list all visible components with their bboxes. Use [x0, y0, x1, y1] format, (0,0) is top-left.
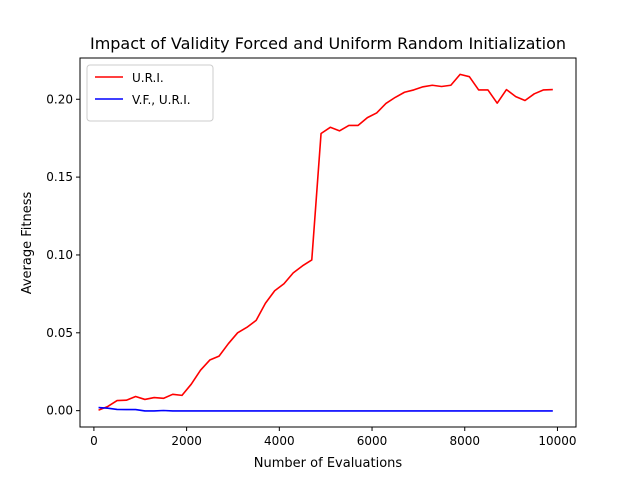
y-tick-label: 0.15: [46, 170, 73, 184]
legend-label: U.R.I.: [132, 71, 164, 85]
y-tick-label: 0.20: [46, 92, 73, 106]
legend-label: V.F., U.R.I.: [132, 93, 191, 107]
chart-title: Impact of Validity Forced and Uniform Ra…: [90, 34, 566, 53]
series-line: [98, 406, 553, 412]
y-tick-label: 0.05: [46, 326, 73, 340]
series-line: [98, 73, 553, 411]
y-tick-label: 0.00: [46, 404, 73, 418]
x-tick-label: 10000: [538, 434, 576, 448]
legend-box: [86, 64, 214, 122]
legend: U.R.I. V.F., U.R.I.: [86, 64, 214, 122]
y-axis-label: Average Fitness: [20, 192, 35, 295]
plot-area: 0 2000 4000 6000 8000 10000 0.00 0.05 0.10 0.15 0.…: [46, 57, 577, 448]
x-tick-label: 8000: [449, 434, 480, 448]
x-tick-label: 0: [90, 434, 98, 448]
axes-frame: [79, 57, 577, 428]
x-tick-label: 4000: [264, 434, 295, 448]
x-tick-label: 2000: [171, 434, 202, 448]
x-tick-label: 6000: [357, 434, 388, 448]
x-axis-label: Number of Evaluations: [254, 456, 403, 471]
y-tick-label: 0.10: [46, 248, 73, 262]
